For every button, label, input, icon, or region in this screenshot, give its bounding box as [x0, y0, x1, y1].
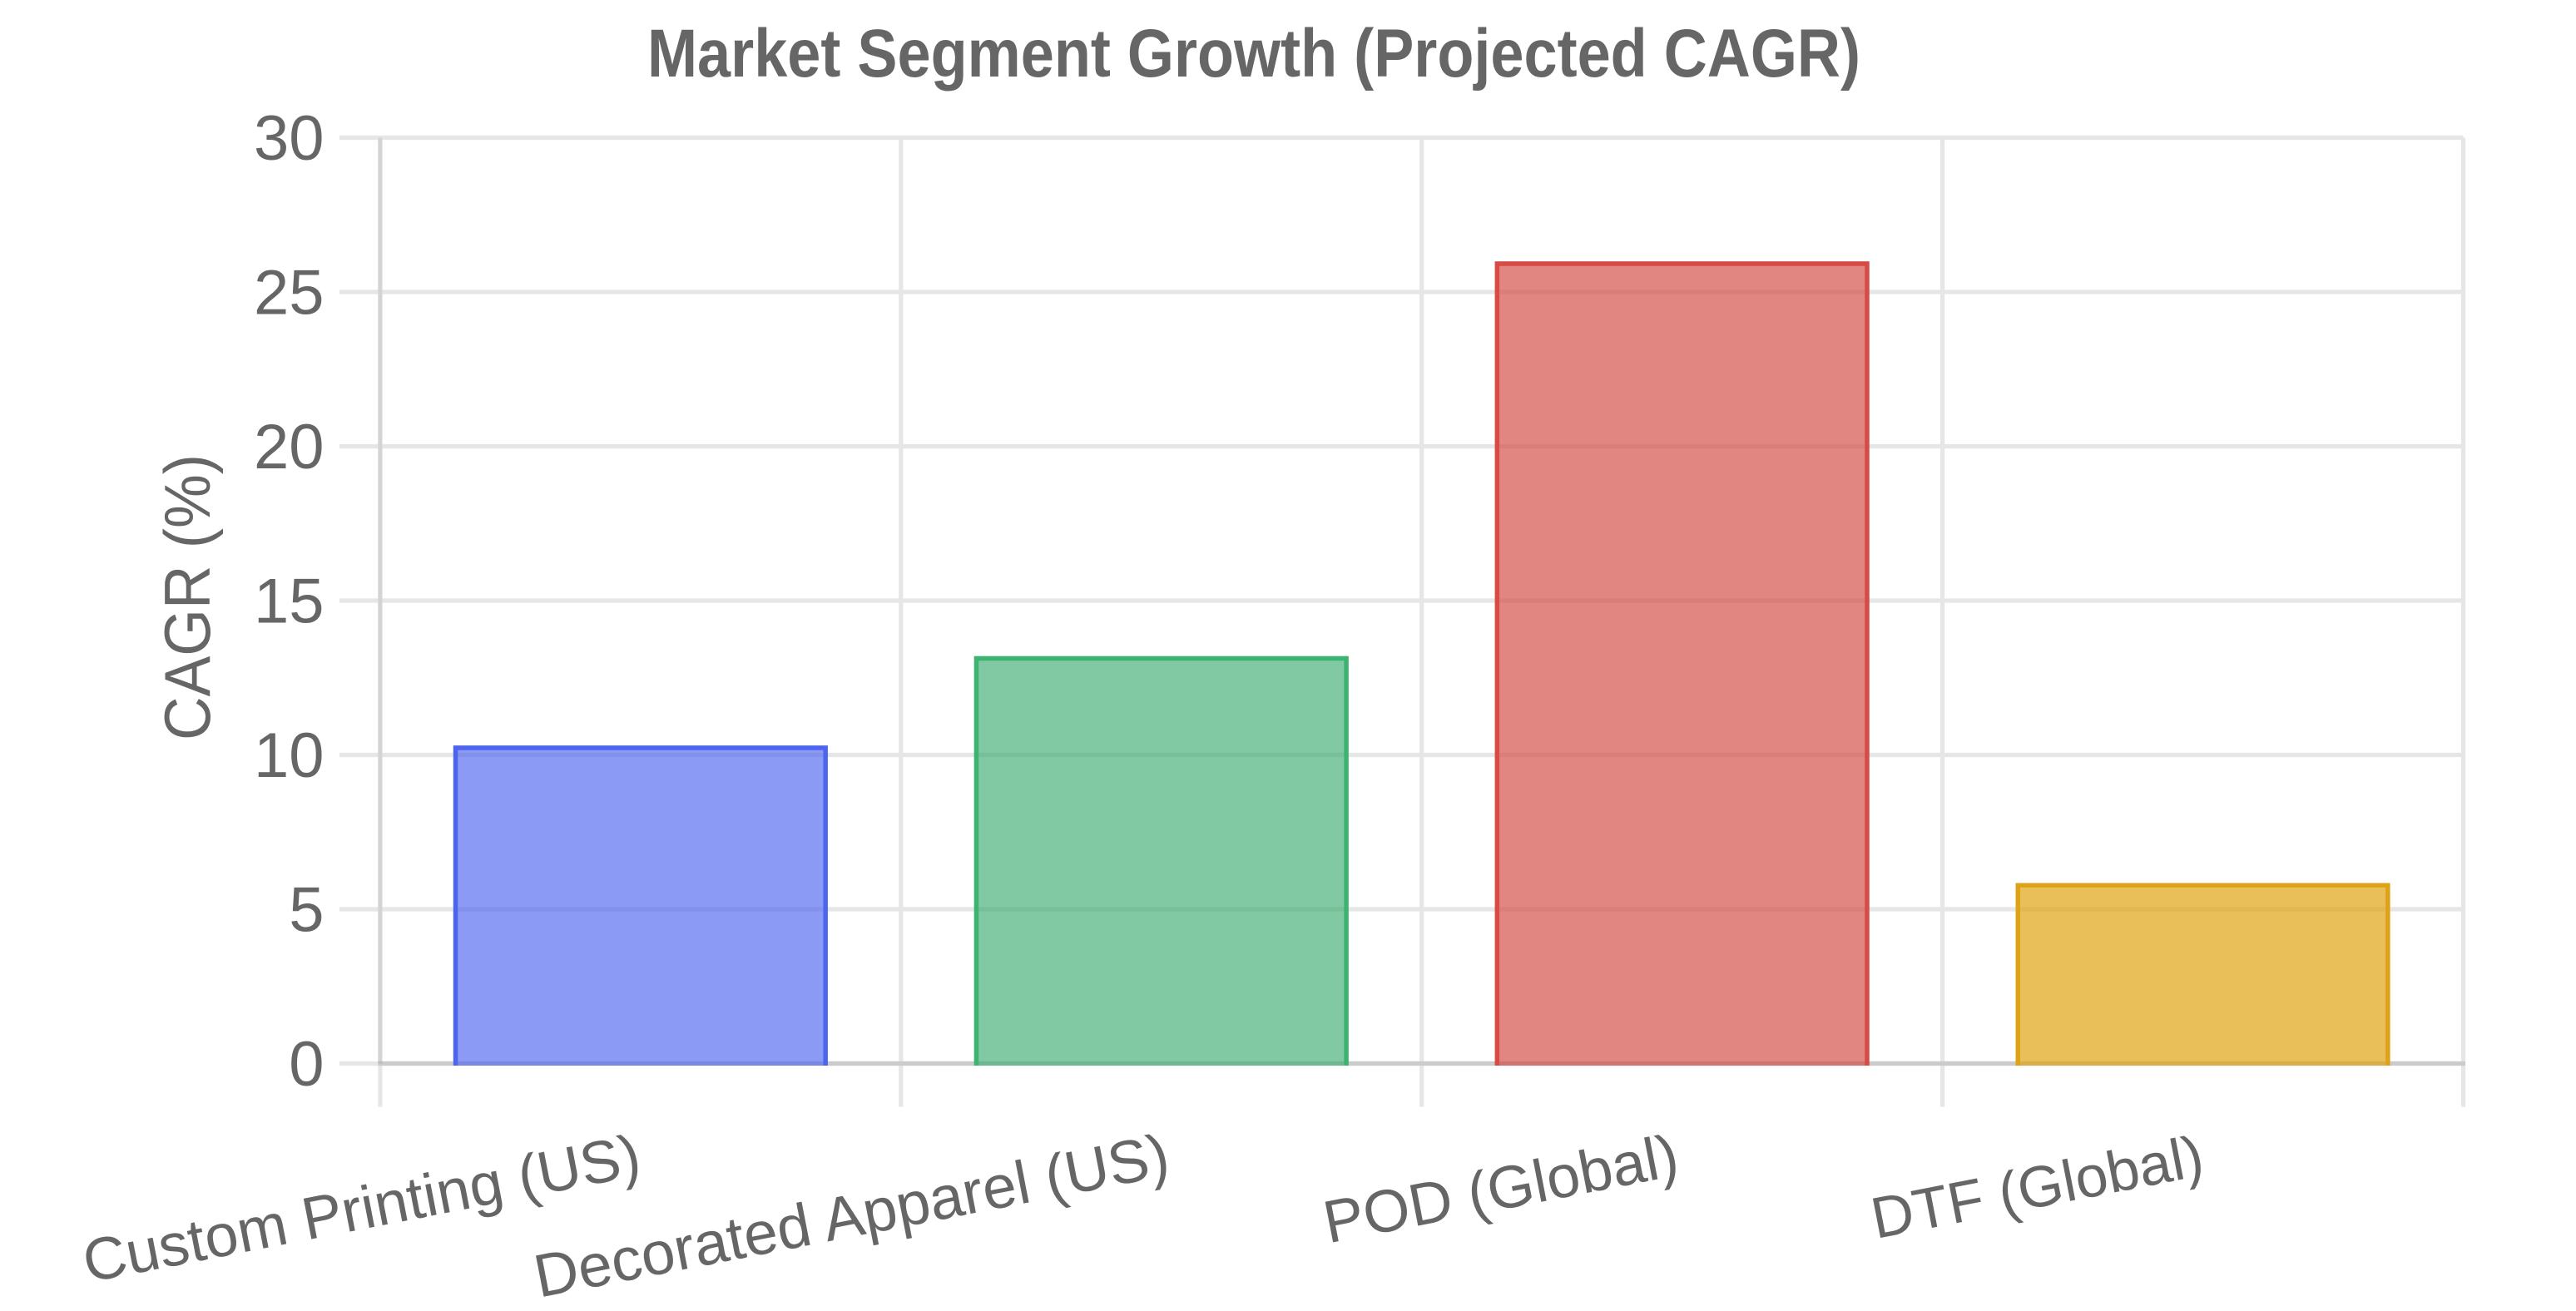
- svg-text:0: 0: [289, 1029, 324, 1100]
- svg-text:30: 30: [254, 103, 324, 174]
- svg-text:15: 15: [254, 566, 324, 636]
- svg-text:5: 5: [289, 874, 324, 945]
- svg-text:Market Segment Growth (Project: Market Segment Growth (Projected CAGR): [647, 16, 1860, 92]
- svg-text:CAGR (%): CAGR (%): [151, 454, 224, 740]
- svg-text:25: 25: [254, 257, 324, 328]
- svg-text:20: 20: [254, 412, 324, 482]
- svg-text:10: 10: [254, 720, 324, 791]
